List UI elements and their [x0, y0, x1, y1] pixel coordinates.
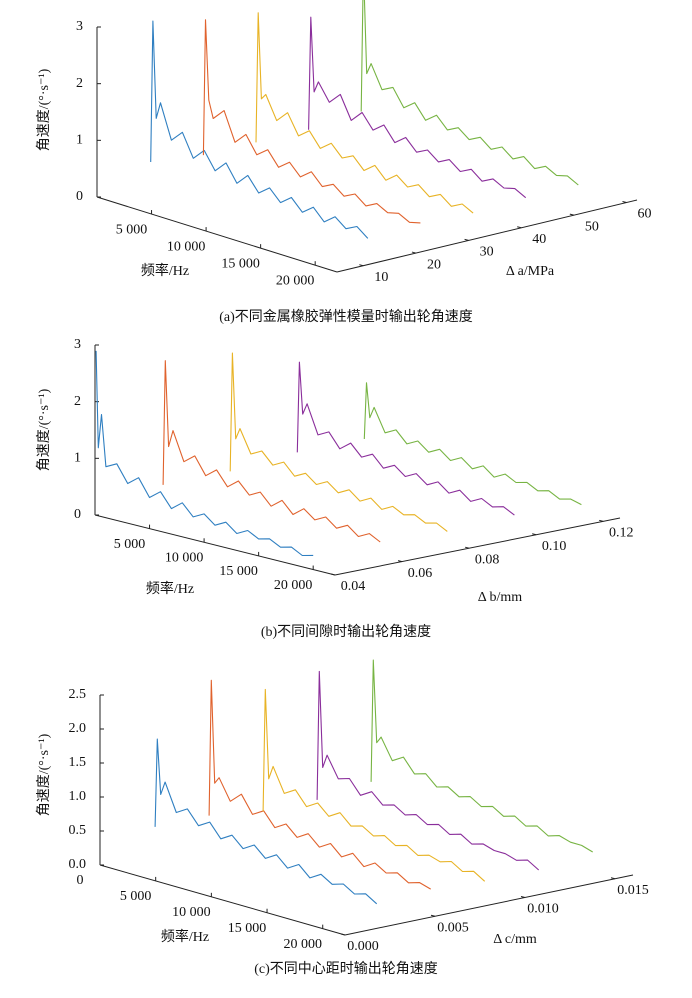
series-line	[360, 0, 579, 186]
z-tick	[464, 238, 469, 241]
z-axis	[334, 517, 621, 576]
x-tick-label: 0	[77, 873, 84, 888]
z-tick	[464, 546, 470, 549]
y-tick-label: 2	[74, 394, 81, 409]
series-line	[208, 679, 431, 890]
x-tick-label: 20 000	[283, 937, 322, 952]
z-axis-label: Δ b/mm	[478, 590, 523, 605]
y-axis-label: 角速度/(°·s⁻¹)	[36, 68, 52, 151]
z-tick	[517, 226, 522, 229]
series-line	[150, 20, 369, 239]
z-tick	[411, 251, 417, 254]
x-tick-label: 10 000	[167, 239, 206, 254]
x-tick-label: 10 000	[172, 905, 211, 920]
x-axis-label: 频率/Hz	[141, 262, 189, 279]
series-line	[296, 361, 515, 516]
x-axis	[94, 514, 336, 576]
y-tick-label: 2.0	[69, 721, 87, 736]
z-tick-label: 10	[374, 270, 388, 285]
y-tick-label: 3	[76, 19, 83, 34]
x-tick-label: 5 000	[120, 889, 152, 904]
z-tick	[532, 533, 537, 536]
caption: (c)不同中心距时输出轮角速度	[254, 961, 438, 977]
z-tick-label: 40	[532, 232, 546, 247]
y-tick-label: 0	[74, 507, 81, 522]
y-tick-label: 0.5	[69, 823, 87, 838]
x-tick-label: 10 000	[165, 550, 204, 565]
x-tick-label: 20 000	[276, 273, 315, 288]
z-tick-label: 0.000	[347, 939, 379, 954]
y-axis-label: 角速度/(°·s⁻¹)	[36, 733, 52, 816]
x-tick-label: 20 000	[274, 578, 313, 593]
z-axis	[336, 199, 638, 273]
series-line	[202, 19, 421, 224]
z-tick-label: 0.08	[475, 552, 500, 567]
y-tick-label: 1.0	[69, 789, 87, 804]
x-axis	[96, 196, 338, 273]
x-tick-label: 15 000	[228, 921, 267, 936]
series-line	[316, 670, 540, 871]
z-tick	[599, 519, 604, 522]
y-tick-label: 0	[76, 189, 83, 204]
series-line	[95, 350, 314, 557]
x-axis	[99, 864, 346, 936]
z-axis	[344, 874, 634, 936]
z-tick	[622, 201, 627, 204]
z-tick	[340, 933, 346, 936]
x-tick-label: 5 000	[116, 222, 148, 237]
z-tick-label: 20	[427, 257, 441, 272]
caption: (a)不同金属橡胶弹性模量时输出轮角速度	[219, 308, 473, 325]
series-line	[370, 659, 593, 853]
z-tick-label: 0.10	[542, 539, 567, 554]
z-tick-label: 0.06	[408, 566, 433, 581]
x-tick-label: 15 000	[221, 256, 260, 271]
z-tick	[520, 896, 526, 898]
series-line	[255, 12, 474, 214]
z-tick	[397, 560, 403, 563]
z-tick-label: 0.04	[341, 579, 366, 594]
z-axis-label: Δ c/mm	[493, 932, 537, 947]
z-tick-label: 0.005	[437, 920, 469, 935]
z-tick	[610, 877, 616, 880]
series-line	[308, 16, 527, 199]
z-tick-label: 50	[585, 219, 599, 234]
x-axis-label: 频率/Hz	[161, 928, 209, 945]
z-tick-label: 60	[637, 207, 651, 222]
z-tick-label: 30	[480, 245, 494, 260]
x-tick-label: 15 000	[219, 564, 258, 579]
z-tick	[430, 914, 436, 917]
series-line	[262, 688, 486, 882]
x-tick-label: 5 000	[114, 537, 146, 552]
y-tick-label: 3	[74, 337, 81, 352]
y-tick-label: 2	[76, 76, 83, 91]
series-line	[363, 382, 582, 506]
z-tick	[330, 573, 336, 576]
z-tick	[359, 264, 364, 267]
z-axis-label: Δ a/MPa	[506, 264, 555, 279]
y-tick-label: 2.5	[69, 687, 87, 702]
z-tick-label: 0.010	[527, 902, 559, 917]
z-tick-label: 0.015	[617, 883, 649, 898]
z-tick	[569, 213, 574, 216]
x-axis-label: 频率/Hz	[146, 580, 194, 597]
series-line	[154, 738, 378, 905]
y-tick-label: 1	[74, 451, 81, 466]
y-tick-label: 0.0	[69, 857, 87, 872]
caption: (b)不同间隙时输出轮角速度	[261, 624, 431, 640]
y-tick-label: 1	[76, 133, 83, 148]
series-line	[162, 360, 381, 543]
z-tick-label: 0.12	[609, 526, 634, 541]
series-line	[229, 352, 448, 532]
y-tick-label: 1.5	[69, 755, 87, 770]
y-axis-label: 角速度/(°·s⁻¹)	[36, 388, 52, 471]
